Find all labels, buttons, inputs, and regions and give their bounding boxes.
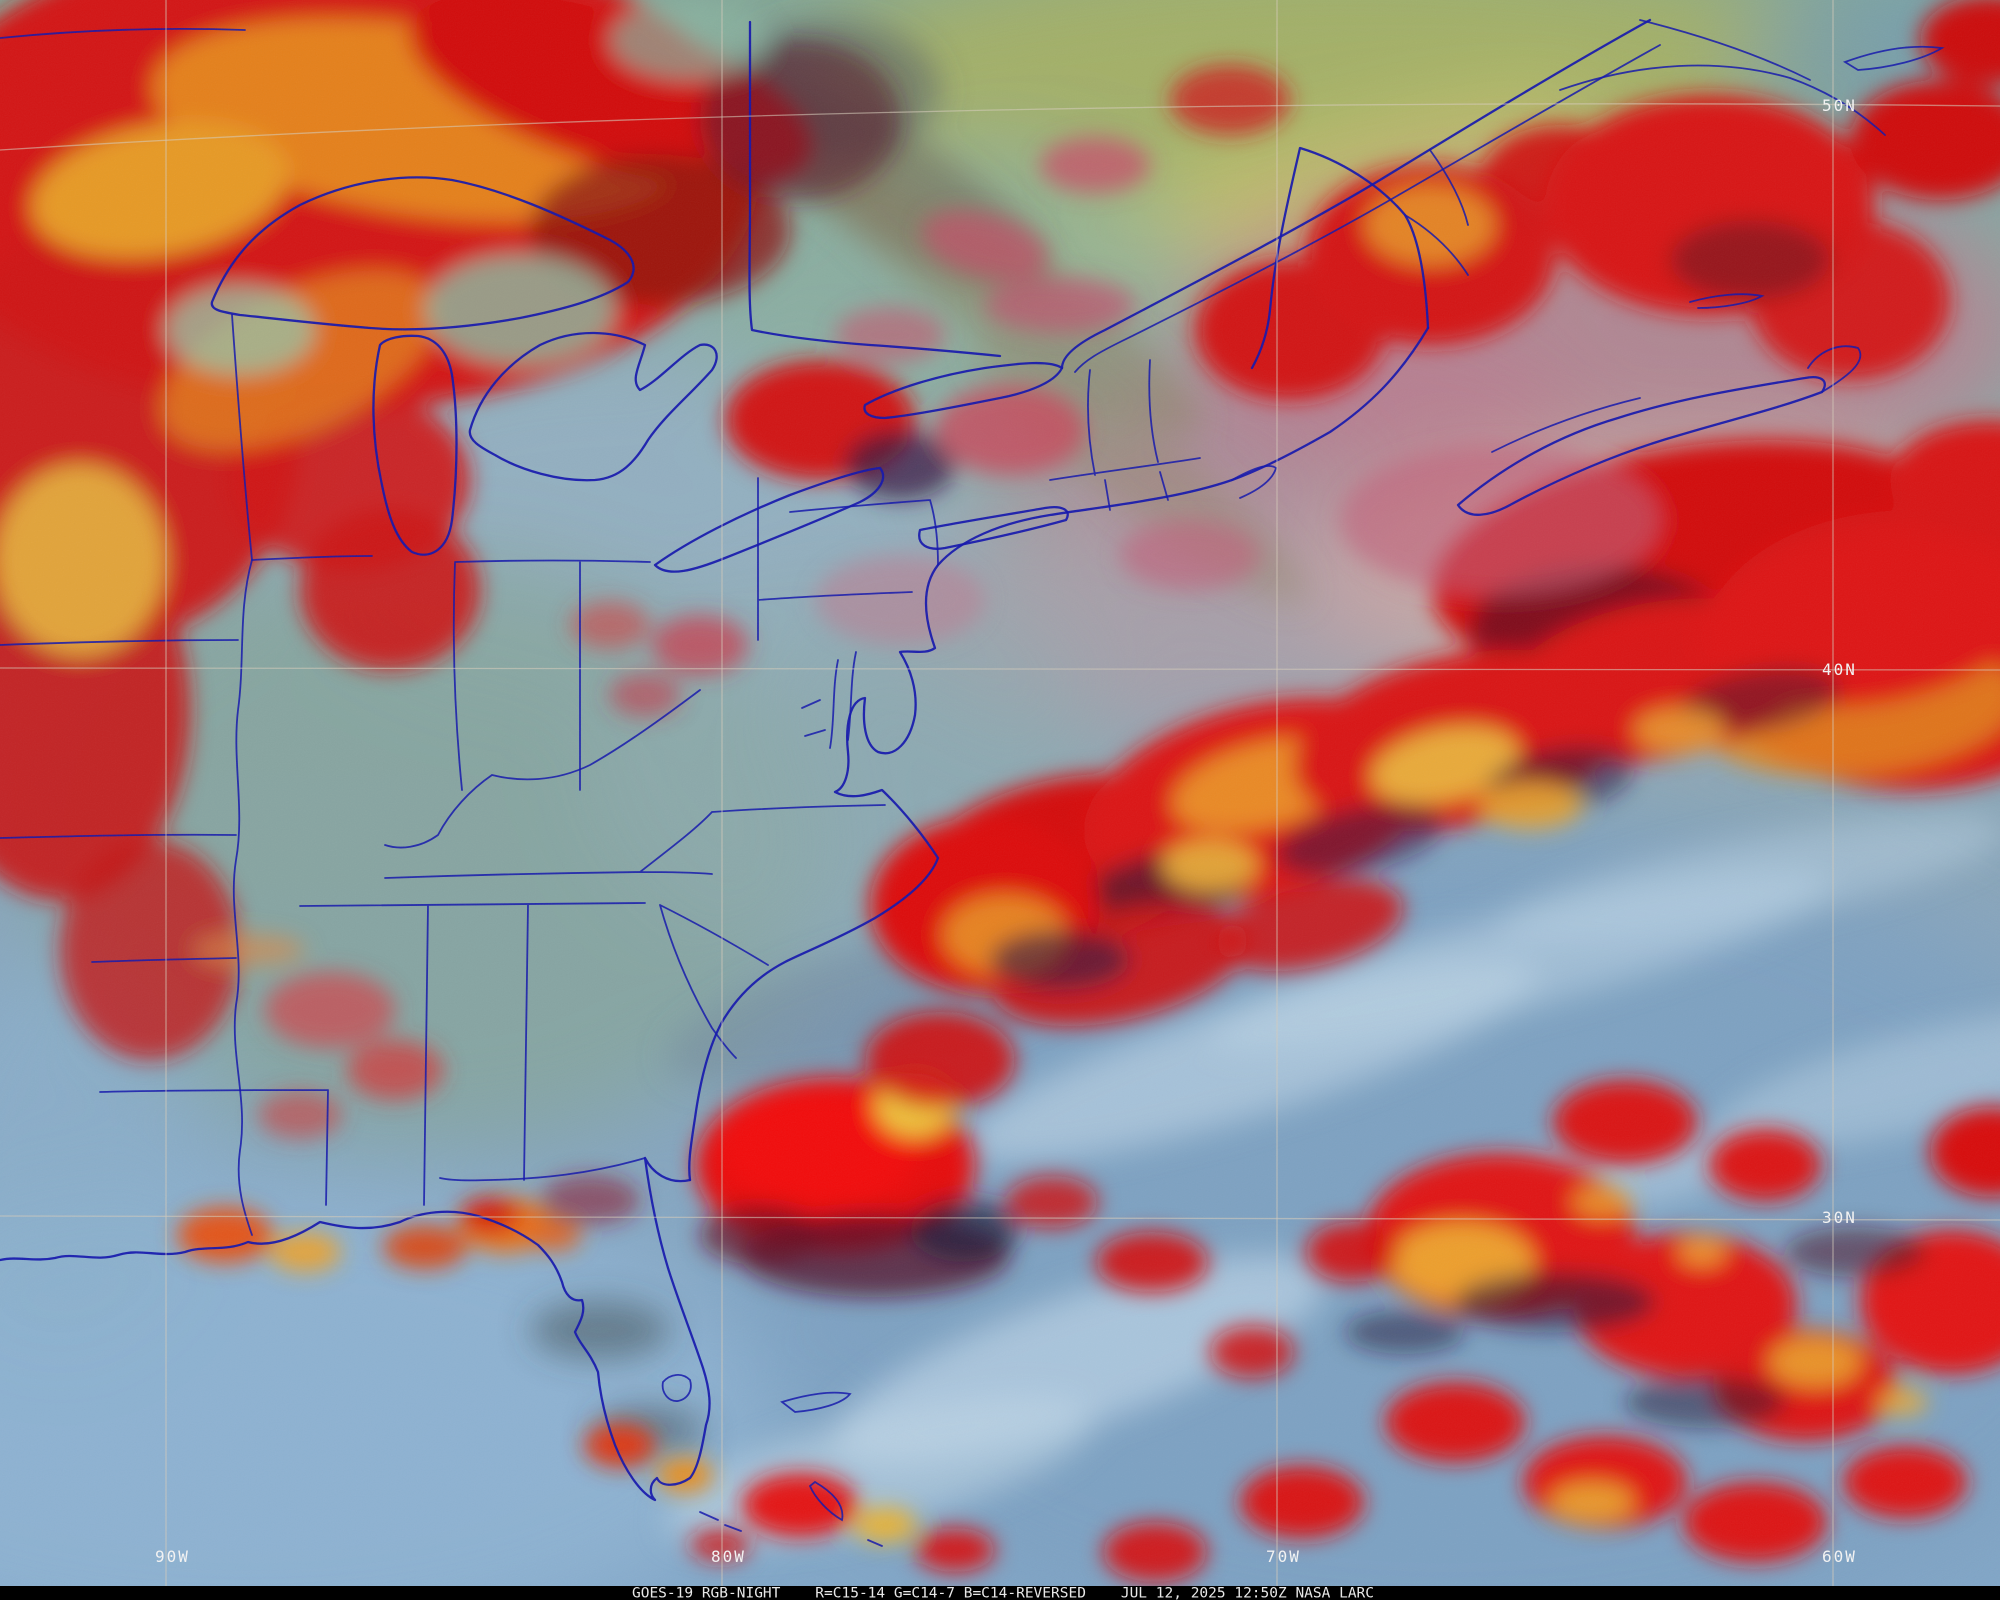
lon-label-90w: 90W [155, 1547, 190, 1566]
status-bar-text: GOES-19 RGB-NIGHT R=C15-14 G=C14-7 B=C14… [632, 1586, 1374, 1600]
status-bar-background [0, 1586, 2000, 1600]
lat-label-40n: 40N [1822, 660, 1857, 679]
lon-label-80w: 80W [711, 1547, 746, 1566]
lat-label-50n: 50N [1822, 96, 1857, 115]
status-bar: GOES-19 RGB-NIGHT R=C15-14 G=C14-7 B=C14… [0, 1586, 2000, 1600]
lat-label-30n: 30N [1822, 1208, 1857, 1227]
lon-label-70w: 70W [1266, 1547, 1301, 1566]
lon-label-60w: 60W [1822, 1547, 1857, 1566]
grid-labels: 50N 40N 30N 90W 80W 70W 60W [155, 96, 1857, 1566]
